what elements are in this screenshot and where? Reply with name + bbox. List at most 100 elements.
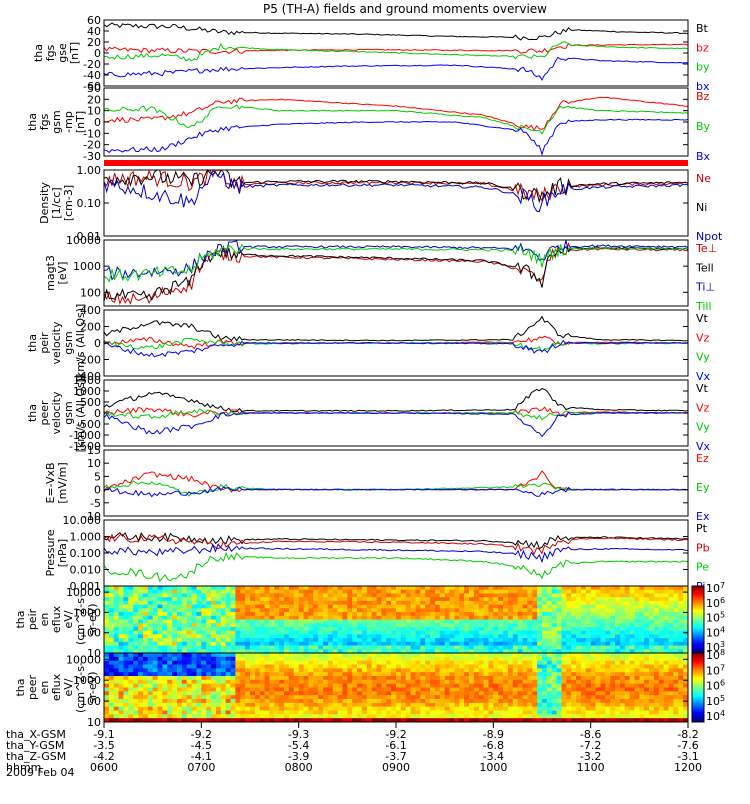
heatmap-cell (308, 660, 314, 665)
heatmap-cell (196, 672, 202, 677)
heatmap-cell (245, 638, 251, 643)
heatmap-cell (469, 604, 475, 609)
heatmap-cell (576, 630, 582, 635)
heatmap-cell (615, 653, 621, 658)
heatmap-cell (585, 638, 592, 643)
ephemeris-value: 1000 (479, 761, 507, 774)
heatmap-cell (211, 645, 217, 650)
heatmap-cell (571, 586, 577, 591)
heatmap-cell (191, 626, 197, 632)
heatmap-cell (108, 586, 115, 591)
heatmap-cell (546, 683, 553, 688)
heatmap-cell (308, 612, 314, 617)
heatmap-cell (269, 679, 275, 685)
heatmap-cell (649, 714, 655, 719)
heatmap-cell (323, 679, 329, 685)
heatmap-cell (371, 672, 377, 677)
heatmap-cell (235, 687, 241, 692)
legend-entry: Ti⊥ (695, 281, 715, 294)
heatmap-cell (337, 586, 343, 591)
heatmap-cell (147, 589, 154, 594)
heatmap-cell (542, 641, 548, 646)
heatmap-cell (313, 649, 319, 654)
heatmap-cell (172, 683, 178, 688)
heatmap-cell (493, 668, 499, 673)
heatmap-cell (566, 615, 572, 620)
heatmap-cell (683, 641, 689, 646)
heatmap-cell (298, 718, 304, 723)
heatmap-cell (566, 660, 572, 665)
heatmap-cell (459, 634, 465, 639)
heatmap-cell (250, 668, 256, 673)
heatmap-cell (634, 608, 640, 613)
heatmap-cell (366, 615, 373, 620)
heatmap-cell (576, 597, 582, 602)
heatmap-cell (284, 691, 290, 696)
heatmap-cell (220, 638, 227, 643)
heatmap-cell (113, 695, 119, 700)
heatmap-cell (245, 653, 251, 658)
heatmap-cell (425, 589, 431, 594)
heatmap-cell (663, 608, 669, 613)
heatmap-cell (498, 649, 504, 654)
heatmap-cell (459, 608, 465, 613)
heatmap-cell (439, 702, 446, 708)
heatmap-cell (342, 623, 348, 628)
heatmap-cell (649, 589, 655, 594)
heatmap-cell (201, 645, 207, 650)
heatmap-cell (542, 604, 548, 609)
heatmap-cell (634, 645, 640, 650)
heatmap-cell (444, 608, 450, 613)
heatmap-cell (580, 615, 587, 620)
heatmap-cell (410, 668, 416, 673)
heatmap-cell (133, 691, 139, 696)
heatmap-cell (327, 699, 334, 704)
heatmap-cell (308, 653, 314, 658)
heatmap-cell (347, 600, 353, 606)
heatmap-cell (254, 710, 261, 715)
heatmap-cell (576, 604, 582, 609)
heatmap-cell (361, 672, 368, 677)
heatmap-cell (323, 653, 329, 658)
heatmap-cell (128, 656, 134, 662)
heatmap-cell (196, 586, 202, 591)
heatmap-cell (230, 699, 236, 704)
heatmap-cell (576, 653, 582, 658)
heatmap-cell (546, 619, 553, 624)
heatmap-cell (293, 619, 300, 624)
heatmap-cell (104, 668, 110, 673)
heatmap-cell (527, 656, 533, 662)
heatmap-cell (386, 672, 392, 677)
heatmap-cell (357, 612, 363, 617)
heatmap-cell (585, 656, 592, 662)
heatmap-cell (653, 619, 660, 624)
heatmap-cell (649, 630, 655, 635)
heatmap-cell (551, 672, 557, 677)
heatmap-cell (259, 623, 265, 628)
heatmap-cell (546, 695, 553, 700)
heatmap-cell (449, 630, 455, 635)
heatmap-cell (104, 623, 110, 628)
heatmap-cell (551, 687, 557, 692)
heatmap-cell (551, 702, 557, 708)
heatmap-cell (663, 619, 669, 624)
heatmap-cell (386, 653, 392, 658)
heatmap-cell (595, 604, 601, 609)
heatmap-cell (658, 702, 665, 708)
heatmap-cell (624, 664, 630, 669)
heatmap-cell (327, 649, 334, 654)
heatmap-cell (571, 649, 577, 654)
heatmap-cell (172, 695, 178, 700)
heatmap-cell (201, 691, 207, 696)
heatmap-cell (215, 619, 222, 624)
heatmap-cell (634, 593, 640, 598)
heatmap-cell (104, 691, 110, 696)
heatmap-cell (196, 600, 202, 606)
heatmap-cell (454, 630, 460, 635)
heatmap-cell (400, 718, 407, 723)
heatmap-cell (449, 593, 455, 598)
heatmap-cell (430, 718, 436, 723)
heatmap-cell (288, 691, 295, 696)
heatmap-cell (230, 691, 236, 696)
heatmap-cell (493, 714, 499, 719)
